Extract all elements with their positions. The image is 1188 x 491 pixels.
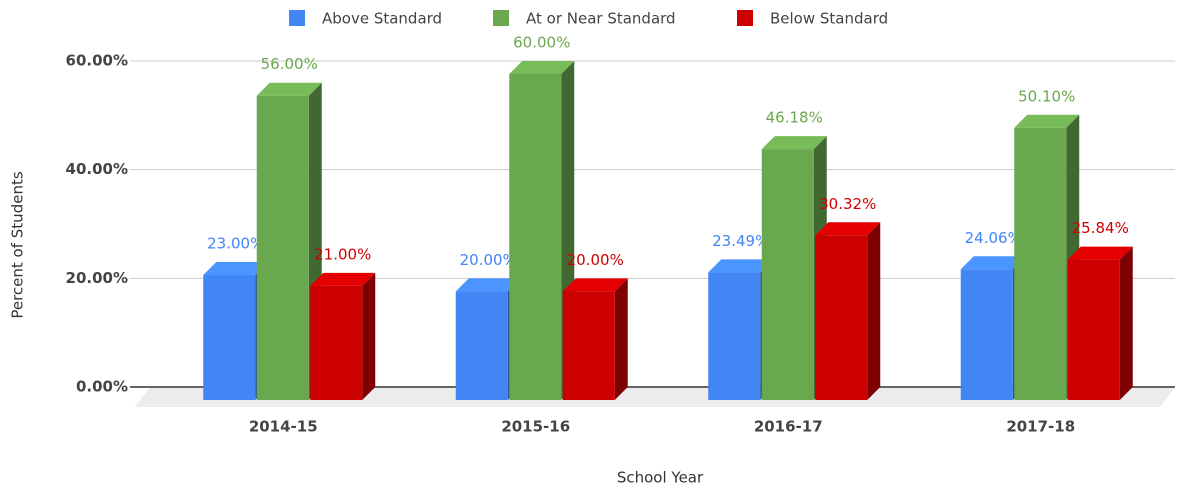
value-label: 30.32% — [819, 195, 876, 213]
floor — [135, 387, 1175, 407]
bar-top — [203, 262, 269, 276]
legend-label: Below Standard — [770, 10, 888, 28]
value-label: 25.84% — [1072, 219, 1129, 237]
bar — [562, 291, 615, 400]
bar-top — [256, 82, 322, 96]
y-tick-label: 40.00% — [66, 160, 128, 178]
bar — [203, 275, 256, 400]
x-axis-title: School Year — [617, 469, 704, 487]
bar — [708, 272, 761, 400]
bar — [310, 285, 363, 400]
bar — [815, 235, 868, 400]
bar-top — [509, 61, 575, 74]
bar — [455, 291, 508, 400]
y-tick-label: 0.00% — [76, 378, 128, 396]
x-tick-label: 2016-17 — [754, 418, 823, 436]
bar-top — [455, 278, 521, 292]
bar-side — [867, 222, 881, 400]
value-label: 23.00% — [207, 235, 264, 253]
bar — [960, 269, 1013, 400]
bar-top — [310, 272, 376, 286]
bar — [1014, 127, 1067, 400]
x-tick-label: 2015-16 — [501, 418, 570, 436]
bar-side — [614, 278, 628, 400]
bar-top — [815, 222, 881, 236]
value-label: 56.00% — [261, 55, 318, 73]
value-label: 50.10% — [1018, 87, 1075, 105]
bar-side — [1119, 246, 1133, 400]
bar-top — [1014, 114, 1080, 128]
y-tick-label: 60.00% — [66, 52, 128, 70]
bar-top — [960, 256, 1026, 270]
legend-label: Above Standard — [322, 10, 442, 28]
y-axis-title: Percent of Students — [9, 171, 27, 318]
value-label: 20.00% — [567, 251, 624, 269]
legend-swatch — [493, 10, 509, 26]
x-tick-label: 2014-15 — [249, 418, 318, 436]
y-tick-label: 20.00% — [66, 269, 128, 287]
value-label: 24.06% — [965, 229, 1022, 247]
bar-top — [1067, 246, 1133, 260]
value-label: 21.00% — [314, 245, 371, 263]
x-tick-label: 2017-18 — [1006, 418, 1075, 436]
bar-top — [761, 136, 827, 150]
value-label: 20.00% — [460, 251, 517, 269]
value-label: 60.00% — [513, 34, 570, 52]
value-label: 23.49% — [712, 232, 769, 250]
bar — [1067, 259, 1120, 400]
bar — [256, 95, 309, 400]
bar — [761, 149, 814, 400]
value-label: 46.18% — [766, 109, 823, 127]
bar-side — [362, 272, 376, 400]
bar-top — [562, 278, 628, 292]
bar-top — [708, 259, 774, 273]
legend-label: At or Near Standard — [526, 10, 676, 28]
legend-swatch — [289, 10, 305, 26]
legend-swatch — [737, 10, 753, 26]
bar — [509, 74, 562, 400]
